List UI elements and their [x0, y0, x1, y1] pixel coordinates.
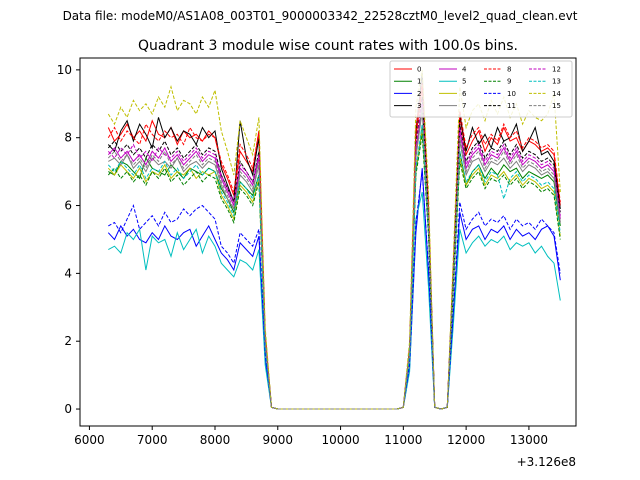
x-tick-label: 13000	[510, 433, 548, 447]
legend-label-8: 8	[507, 66, 511, 74]
y-axis: 0 2 4 6 8 10	[57, 63, 80, 416]
legend-label-3: 3	[417, 102, 421, 110]
legend-label-9: 9	[507, 78, 511, 86]
legend-label-1: 1	[417, 78, 421, 86]
legend-box	[389, 60, 573, 118]
x-offset-label: +3.126e8	[517, 455, 576, 469]
series-line-12	[107, 100, 561, 410]
legend-label-14: 14	[552, 90, 561, 98]
plot-lines	[107, 69, 561, 410]
series-line-14	[107, 69, 561, 410]
legend-label-13: 13	[552, 78, 561, 86]
figure-suptitle: Data file: modeM0/AS1A08_003T01_90000033…	[63, 9, 578, 23]
legend-label-4: 4	[462, 66, 467, 74]
legend-label-6: 6	[462, 90, 467, 98]
series-line-2	[107, 168, 561, 410]
y-tick-label: 2	[64, 334, 72, 348]
legend-label-0: 0	[417, 66, 421, 74]
series-line-15	[107, 107, 561, 410]
y-tick-label: 6	[64, 199, 72, 213]
y-tick-label: 0	[64, 402, 72, 416]
series-line-5	[108, 191, 561, 410]
legend-label-5: 5	[462, 78, 466, 86]
y-tick-label: 8	[64, 131, 72, 145]
series-line-13	[107, 124, 561, 410]
legend-label-7: 7	[462, 102, 466, 110]
x-tick-label: 7000	[137, 433, 168, 447]
legend-label-11: 11	[507, 102, 516, 110]
chart-title: Quadrant 3 module wise count rates with …	[138, 38, 518, 54]
series-line-8	[107, 83, 561, 410]
plot-frame	[79, 57, 577, 427]
legend-label-12: 12	[552, 66, 561, 74]
y-tick-label: 4	[64, 266, 72, 280]
x-tick-label: 12000	[447, 433, 485, 447]
x-tick-label: 6000	[74, 433, 105, 447]
y-tick-label: 10	[57, 63, 72, 77]
legend-label-2: 2	[417, 90, 421, 98]
series-line-3	[107, 73, 561, 410]
x-tick-label: 11000	[384, 433, 422, 447]
x-axis: 6000 7000 8000 9000 10000 11000 12000 13000	[74, 426, 548, 447]
series-line-10	[108, 171, 561, 410]
x-tick-label: 8000	[200, 433, 231, 447]
x-tick-label: 10000	[321, 433, 359, 447]
legend-label-15: 15	[552, 102, 561, 110]
x-tick-label: 9000	[262, 433, 293, 447]
legend-label-10: 10	[507, 90, 516, 98]
